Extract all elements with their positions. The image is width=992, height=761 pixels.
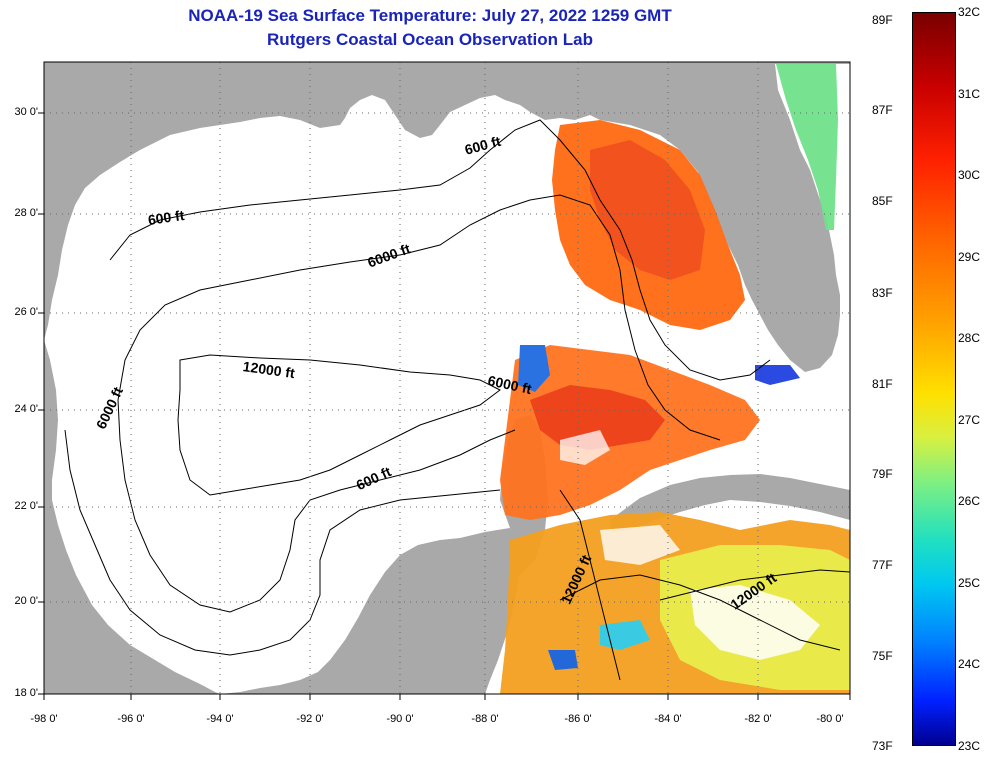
x-tick-label: -82 0' xyxy=(744,713,772,725)
land-cuba xyxy=(610,474,850,532)
y-tick-label: 26 0' xyxy=(14,306,38,318)
y-tick-label: 30 0' xyxy=(14,106,38,118)
colorbar-celsius-label: 29C xyxy=(958,250,981,264)
temperature-colorbar xyxy=(912,12,956,746)
sst-patch-blue-west xyxy=(518,345,550,392)
colorbar-celsius-label: 25C xyxy=(958,576,981,590)
x-tick-label: -88 0' xyxy=(471,713,499,725)
colorbar-celsius-label: 24C xyxy=(958,657,981,671)
y-tick-label: 28 0' xyxy=(14,207,38,219)
colorbar-fahrenheit-label: 81F xyxy=(872,377,893,391)
grid xyxy=(44,62,850,694)
sst-patch-north-inner xyxy=(590,140,705,280)
contour-6000-west xyxy=(119,429,516,613)
y-tick-label: 18 0' xyxy=(14,687,38,699)
land-mexico-west xyxy=(44,340,220,694)
sst-patch-cloud-2 xyxy=(600,525,680,565)
sst-patch-cloud-1 xyxy=(560,430,610,465)
colorbar-fahrenheit-label: 79F xyxy=(872,467,893,481)
y-tick-label: 24 0' xyxy=(14,403,38,415)
sst-patch-south-white xyxy=(690,585,820,660)
contour-caribbean xyxy=(559,574,841,651)
contour-12000-south xyxy=(559,489,621,681)
sst-patch-cyan-south xyxy=(600,620,650,650)
sst-patch-central-hot xyxy=(530,385,665,450)
map-title: NOAA-19 Sea Surface Temperature: July 27… xyxy=(188,6,672,25)
colorbar-celsius-label: 32C xyxy=(958,5,981,19)
sst-patch-blue-south xyxy=(548,650,578,670)
bathymetry-contours xyxy=(64,119,851,681)
x-tick-label: -84 0' xyxy=(654,713,682,725)
colorbar-fahrenheit-label: 75F xyxy=(872,649,893,663)
contour-12000 xyxy=(177,354,501,496)
contour-600-west xyxy=(64,429,501,656)
sst-patch-atlantic xyxy=(776,64,838,230)
land-mexico-south xyxy=(220,528,520,694)
sst-data xyxy=(500,64,850,694)
contour-12000-se xyxy=(659,569,851,601)
colorbar-fahrenheit-label: 89F xyxy=(872,13,893,27)
x-tick-label: -80 0' xyxy=(816,713,844,725)
y-tick-label: 22 0' xyxy=(14,500,38,512)
y-tick-label: 20 0' xyxy=(14,595,38,607)
x-tick-label: -90 0' xyxy=(386,713,414,725)
x-tick-label: -96 0' xyxy=(117,713,145,725)
colorbar-fahrenheit-label: 83F xyxy=(872,286,893,300)
colorbar-fahrenheit-label: 73F xyxy=(872,739,893,753)
axis-ticks xyxy=(38,112,851,700)
x-tick-label: -98 0' xyxy=(30,713,58,725)
colorbar-celsius-label: 28C xyxy=(958,331,981,345)
x-tick-label: -94 0' xyxy=(206,713,234,725)
x-tick-label: -92 0' xyxy=(296,713,324,725)
colorbar-celsius-label: 31C xyxy=(958,87,981,101)
colorbar-celsius-label: 26C xyxy=(958,494,981,508)
sst-patch-blue-keys xyxy=(755,365,800,385)
colorbar-celsius-label: 30C xyxy=(958,168,981,182)
colorbar-fahrenheit-label: 87F xyxy=(872,103,893,117)
x-tick-label: -86 0' xyxy=(564,713,592,725)
colorbar-fahrenheit-label: 77F xyxy=(872,558,893,572)
contour-600-north xyxy=(109,119,771,381)
map-subtitle: Rutgers Coastal Ocean Observation Lab xyxy=(267,30,593,49)
colorbar-celsius-label: 27C xyxy=(958,413,981,427)
contour-6000-north xyxy=(117,194,721,441)
land-us-north xyxy=(44,62,850,372)
colorbar-celsius-label: 23C xyxy=(958,739,981,753)
colorbar-fahrenheit-label: 85F xyxy=(872,194,893,208)
plot-frame xyxy=(43,61,851,695)
